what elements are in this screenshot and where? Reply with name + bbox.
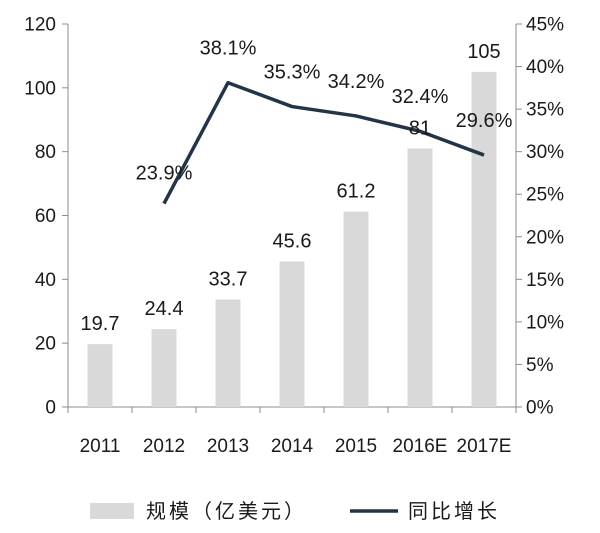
y-right-tick-label: 35%: [526, 100, 564, 121]
y-right-tick-label: 45%: [526, 15, 564, 36]
y-right-tick-label: 30%: [526, 142, 564, 163]
bar-value-label: 105: [467, 41, 500, 63]
bar-value-label: 33.7: [209, 268, 248, 290]
x-tick-label: 2017E: [457, 436, 512, 457]
bar: [471, 71, 497, 407]
x-tick-label: 2014: [271, 436, 314, 457]
axes: 0 20 40 60 80 100 120 0% 5% 10% 15% 20% 25% 30% 35% 40%…: [24, 15, 564, 458]
y-right-tick-label: 25%: [526, 185, 564, 206]
bar-value-label: 24.4: [145, 298, 184, 320]
bar: [87, 344, 113, 407]
line-value-label: 32.4%: [392, 86, 449, 108]
y-right-tick-label: 10%: [526, 312, 564, 333]
y-left-tick-label: 120: [24, 15, 56, 36]
legend-label-line: 同比增长: [408, 499, 500, 523]
line-value-label: 34.2%: [328, 71, 385, 93]
bar-value-label: 45.6: [273, 230, 312, 252]
x-tick-label: 2016E: [393, 436, 448, 457]
y-left-tick-label: 20: [35, 334, 56, 355]
bar: [343, 211, 369, 407]
bar: [151, 329, 177, 407]
bar-series: [87, 71, 497, 407]
growth-line: [162, 80, 485, 205]
line-value-label: 29.6%: [456, 110, 513, 132]
bar-value-label: 81: [409, 117, 431, 139]
legend-swatch-bar: [90, 503, 134, 519]
x-tick-label: 2011: [80, 436, 121, 457]
y-left-tick-label: 0: [45, 398, 56, 419]
bar: [279, 261, 305, 407]
y-left-tick-label: 40: [35, 270, 56, 291]
legend: 规模（亿美元） 同比增长: [90, 499, 500, 523]
y-right-tick-label: 0%: [526, 398, 554, 419]
line-value-label: 35.3%: [264, 62, 321, 84]
y-left-tick-label: 100: [24, 78, 56, 99]
bar: [215, 299, 241, 407]
y-right-tick-label: 15%: [526, 270, 564, 291]
x-tick-label: 2015: [335, 436, 377, 457]
y-right-tick-label: 20%: [526, 227, 564, 248]
bar: [407, 148, 433, 407]
x-tick-label: 2013: [207, 436, 249, 457]
data-labels: 19.7 24.4 33.7 45.6 61.2 81 105 23.9% 38.1% 35.3%…: [81, 38, 513, 335]
y-right-tick-label: 40%: [526, 57, 564, 78]
y-left-tick-label: 60: [35, 206, 56, 227]
line-series: [162, 80, 485, 205]
line-value-label: 38.1%: [200, 38, 257, 60]
legend-label-bar: 规模（亿美元）: [146, 499, 307, 523]
y-right-tick-label: 5%: [526, 355, 554, 376]
y-left-tick-label: 80: [35, 142, 56, 163]
bar-value-label: 61.2: [337, 181, 376, 203]
line-value-label: 23.9%: [136, 163, 193, 185]
x-tick-label: 2012: [143, 436, 185, 457]
bar-value-label: 19.7: [81, 313, 120, 335]
